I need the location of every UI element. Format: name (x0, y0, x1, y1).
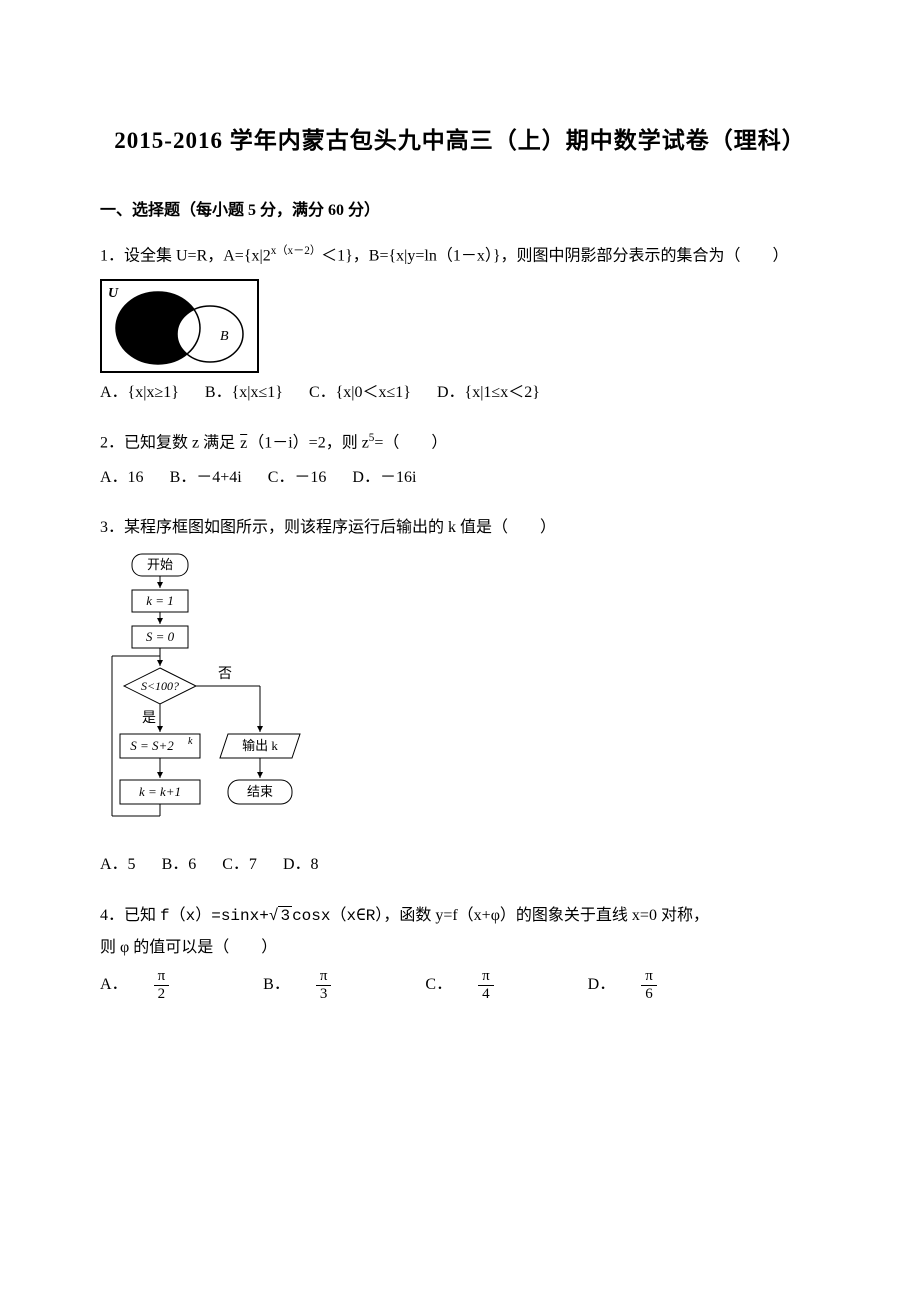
q2-zbar: z (239, 435, 248, 452)
q2-options: A．16 B．－4+4i C．－16 D．－16i (100, 464, 820, 493)
flow-yes: 是 (142, 711, 156, 726)
q2-opt-c: C．－16 (268, 469, 327, 486)
q3-opt-b: B．6 (162, 856, 197, 873)
flow-s0: S = 0 (146, 629, 175, 644)
question-2: 2．已知复数 z 满足 z（1－i）=2，则 z5=（ ） A．16 B．－4+… (100, 427, 820, 492)
q4-a-label: A． (100, 976, 128, 993)
q4-a-frac: π 2 (154, 968, 192, 1002)
q4-options: A． π 2 B． π 3 C． π 4 D． π 6 (100, 968, 820, 1002)
q4-c-frac: π 4 (478, 968, 516, 1002)
flowchart: 开始 k = 1 S = 0 S<100? 否 是 S = S (100, 550, 820, 847)
venn-u-label: U (108, 286, 119, 301)
flow-step2: k = k+1 (139, 784, 181, 799)
q1-mid: ，B={x|y=ln（1－x）}，则图中阴影部分表示的集合为（ ） (353, 248, 789, 265)
q2-post: =（ ） (374, 435, 447, 452)
q1-opt-c: C．{x|0＜x≤1} (309, 384, 411, 401)
q4-b-frac: π 3 (316, 968, 354, 1002)
flow-no: 否 (218, 667, 232, 682)
q1-exponent: x（x－2） (271, 245, 321, 257)
flow-end: 结束 (247, 784, 273, 799)
q4-opt-a: A． π 2 (100, 968, 213, 1002)
q4-d-den: 6 (641, 986, 657, 1003)
q3-opt-a: A．5 (100, 856, 136, 873)
section-1-header: 一、选择题（每小题 5 分，满分 60 分） (100, 197, 820, 226)
question-1: 1．设全集 U=R，A={x|2x（x－2）＜1}，B={x|y=ln（1－x）… (100, 240, 820, 407)
q3-options: A．5 B．6 C．7 D．8 (100, 851, 820, 880)
q4-c-label: C． (425, 976, 452, 993)
q4-pre: 4．已知 (100, 907, 160, 924)
q2-mid: （1－i）=2，则 z (248, 435, 369, 452)
flow-start: 开始 (147, 557, 173, 572)
q3-opt-d: D．8 (283, 856, 319, 873)
q4-mid: ，函数 y=f（x+φ）的图象关于直线 x=0 对称， (383, 907, 709, 924)
flow-k1: k = 1 (146, 593, 174, 608)
q3-text: 3．某程序框图如图所示，则该程序运行后输出的 k 值是（ ） (100, 512, 820, 544)
q4-formula-f: f（x）=sinx+ (160, 907, 269, 925)
q4-opt-b: B． π 3 (263, 968, 375, 1002)
q4-b-label: B． (263, 976, 290, 993)
venn-svg: U B (102, 281, 257, 371)
venn-b-label: B (220, 329, 229, 344)
q4-a-num: π (154, 968, 170, 986)
flow-step1: S = S+2 (130, 738, 174, 753)
q1-text: 1．设全集 U=R，A={x|2x（x－2）＜1}，B={x|y=ln（1－x）… (100, 240, 820, 272)
q2-opt-d: D．－16i (352, 469, 416, 486)
q4-c-num: π (478, 968, 494, 986)
q4-b-den: 3 (316, 986, 332, 1003)
q4-opt-c: C． π 4 (425, 968, 537, 1002)
q4-b-num: π (316, 968, 332, 986)
q4-line1: 4．已知 f（x）=sinx+√3cosx（x∈R），函数 y=f（x+φ）的图… (100, 900, 820, 932)
flow-cond: S<100? (141, 679, 179, 693)
flowchart-svg: 开始 k = 1 S = 0 S<100? 否 是 S = S (100, 550, 310, 836)
flow-out: 输出 k (242, 738, 278, 753)
q2-opt-a: A．16 (100, 469, 144, 486)
q1-setA-open: {x|2 (244, 248, 271, 265)
q1-setA-tail: ＜1} (321, 248, 353, 265)
q4-sqrt: 3 (278, 906, 292, 925)
exam-title: 2015-2016 学年内蒙古包头九中高三（上）期中数学试卷（理科） (100, 120, 820, 161)
q4-d-frac: π 6 (641, 968, 679, 1002)
q4-d-num: π (641, 968, 657, 986)
q3-opt-c: C．7 (222, 856, 257, 873)
q4-line2: 则 φ 的值可以是（ ） (100, 932, 820, 964)
q2-text: 2．已知复数 z 满足 z（1－i）=2，则 z5=（ ） (100, 427, 820, 459)
q1-opt-a: A．{x|x≥1} (100, 384, 179, 401)
question-3: 3．某程序框图如图所示，则该程序运行后输出的 k 值是（ ） 开始 k = 1 … (100, 512, 820, 880)
q1-options: A．{x|x≥1} B．{x|x≤1} C．{x|0＜x≤1} D．{x|1≤x… (100, 379, 820, 408)
q2-opt-b: B．－4+4i (170, 469, 242, 486)
flow-step1-exp: k (188, 736, 193, 747)
question-4: 4．已知 f（x）=sinx+√3cosx（x∈R），函数 y=f（x+φ）的图… (100, 900, 820, 1002)
q4-d-label: D． (588, 976, 616, 993)
q1-opt-b: B．{x|x≤1} (205, 384, 283, 401)
q2-pre: 2．已知复数 z 满足 (100, 435, 239, 452)
q4-a-den: 2 (154, 986, 170, 1003)
q1-opt-d: D．{x|1≤x＜2} (437, 384, 540, 401)
q4-opt-d: D． π 6 (588, 968, 701, 1002)
q4-c-den: 4 (478, 986, 494, 1003)
venn-diagram: U B (100, 279, 259, 373)
q1-pre: 1．设全集 U=R，A= (100, 248, 244, 265)
q4-formula-tail: cosx（x∈R） (292, 907, 383, 925)
